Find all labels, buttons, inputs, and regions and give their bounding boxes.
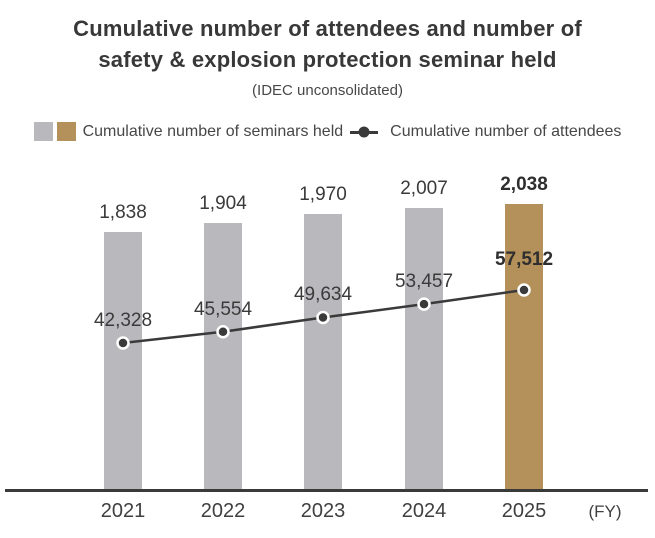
line-value-label-2025: 57,512 xyxy=(494,249,554,270)
chart-title-line-1: Cumulative number of attendees and numbe… xyxy=(73,16,582,41)
x-axis-line xyxy=(5,489,648,492)
bar-value-label-2021: 1,838 xyxy=(99,202,147,223)
bar-2024 xyxy=(405,208,443,489)
legend-swatch-bar xyxy=(33,122,53,141)
x-axis-label-2025: 2025 xyxy=(501,500,547,522)
legend-swatch-bar-highlight xyxy=(56,122,76,141)
bar-2022 xyxy=(204,223,242,489)
x-axis-label-2022: 2022 xyxy=(200,500,246,522)
x-axis-label-2023: 2023 xyxy=(300,500,346,522)
line-value-label-2024: 53,457 xyxy=(394,271,454,292)
chart-title-line-2: safety & explosion protection seminar he… xyxy=(98,47,557,72)
bar-value-label-2025: 2,038 xyxy=(500,174,548,195)
line-point-2021 xyxy=(116,336,130,350)
bar-value-label-2022: 1,904 xyxy=(199,193,247,214)
chart-subtitle: (IDEC unconsolidated) xyxy=(252,82,403,99)
legend-line-marker-icon xyxy=(350,125,379,139)
bar-2021 xyxy=(104,232,142,489)
chart-title: Cumulative number of attendees and numbe… xyxy=(0,13,655,75)
bar-2023 xyxy=(304,214,342,489)
x-axis-unit-label: (FY) xyxy=(588,502,622,521)
line-value-label-2022: 45,554 xyxy=(193,299,253,320)
line-point-2022 xyxy=(216,324,230,339)
legend-marker-dot xyxy=(358,126,370,137)
legend-label-attendees: Cumulative number of attendees xyxy=(390,122,622,140)
bar-value-label-2024: 2,007 xyxy=(400,178,448,199)
legend-label-seminars: Cumulative number of seminars held xyxy=(82,122,344,140)
line-point-2025 xyxy=(517,283,531,297)
chart-legend: Cumulative number of seminars held Cumul… xyxy=(0,122,655,141)
bar-value-label-2023: 1,970 xyxy=(299,184,347,205)
x-axis-label-2021: 2021 xyxy=(100,500,146,522)
line-point-2024 xyxy=(417,297,431,311)
x-axis-label-2024: 2024 xyxy=(401,500,447,522)
line-point-2023 xyxy=(316,310,330,325)
line-value-label-2021: 42,328 xyxy=(93,310,153,331)
line-value-label-2023: 49,634 xyxy=(293,284,353,305)
bar-2025 xyxy=(505,204,543,489)
